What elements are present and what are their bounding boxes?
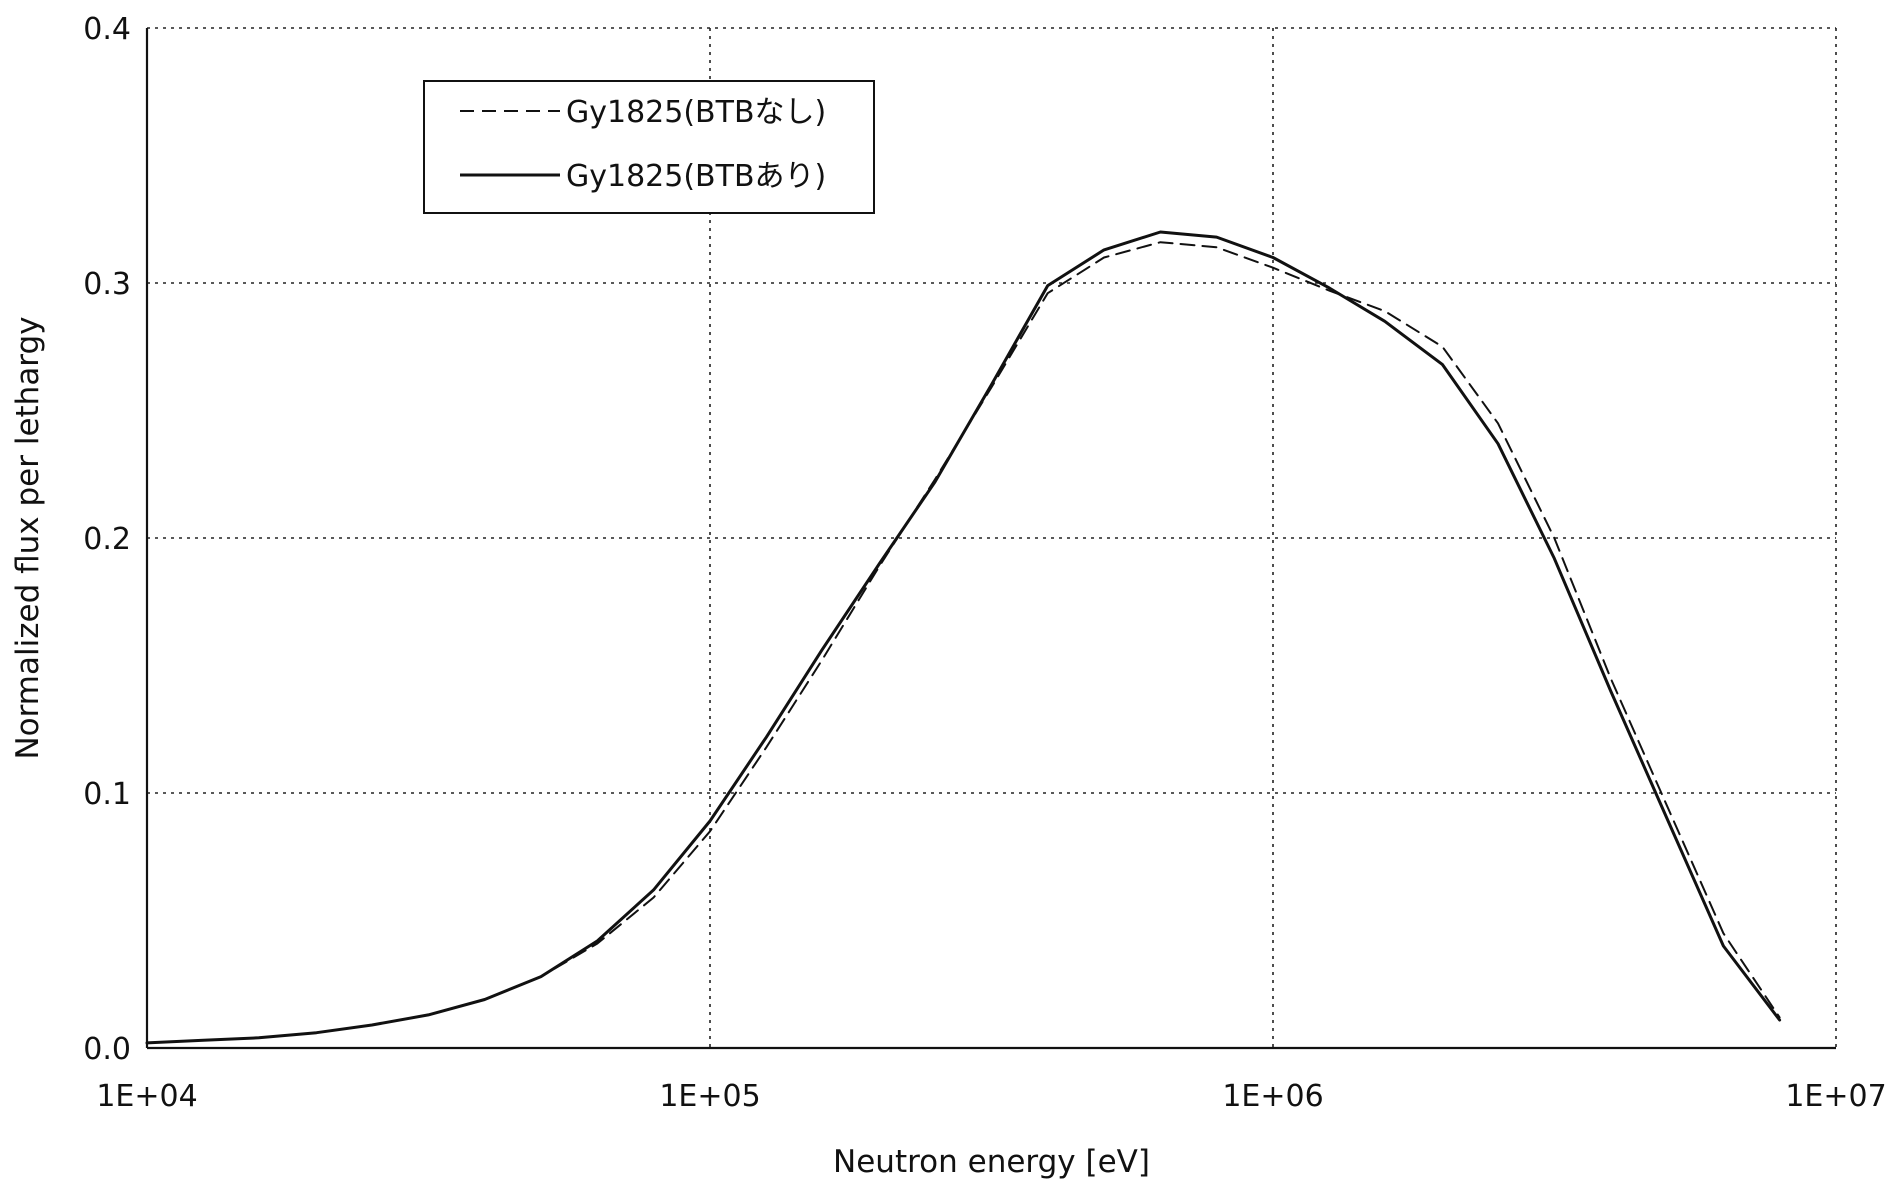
y-tick-label: 0.0 xyxy=(83,1032,131,1067)
legend-box xyxy=(423,80,875,214)
y-tick-label: 0.3 xyxy=(83,267,131,302)
x-axis-title: Neutron energy [eV] xyxy=(833,1144,1150,1180)
y-tick-label: 0.2 xyxy=(83,522,131,557)
y-tick-label: 0.1 xyxy=(83,777,131,812)
axis-layer xyxy=(145,28,1836,1050)
series-line-solid xyxy=(145,230,1782,1045)
x-tick-label: 1E+07 xyxy=(1785,1079,1886,1114)
x-tick-label: 1E+05 xyxy=(659,1079,760,1114)
tick-label-layer: 0.0 0.1 0.2 0.3 0.4 1E+04 1E+05 1E+06 1E+07 xyxy=(83,12,1886,1114)
x-tick-label: 1E+06 xyxy=(1222,1079,1323,1114)
x-tick-label: 1E+04 xyxy=(96,1079,197,1114)
series-layer xyxy=(145,230,1782,1045)
y-tick-label: 0.4 xyxy=(83,12,131,47)
legend-label-dashed: Gy1825(BTBなし) xyxy=(566,95,826,130)
legend: Gy1825(BTBなし) Gy1825(BTBあり) xyxy=(423,80,875,214)
legend-label-solid: Gy1825(BTBあり) xyxy=(566,159,826,194)
y-axis-title: Normalized flux per lethargy xyxy=(10,316,46,759)
